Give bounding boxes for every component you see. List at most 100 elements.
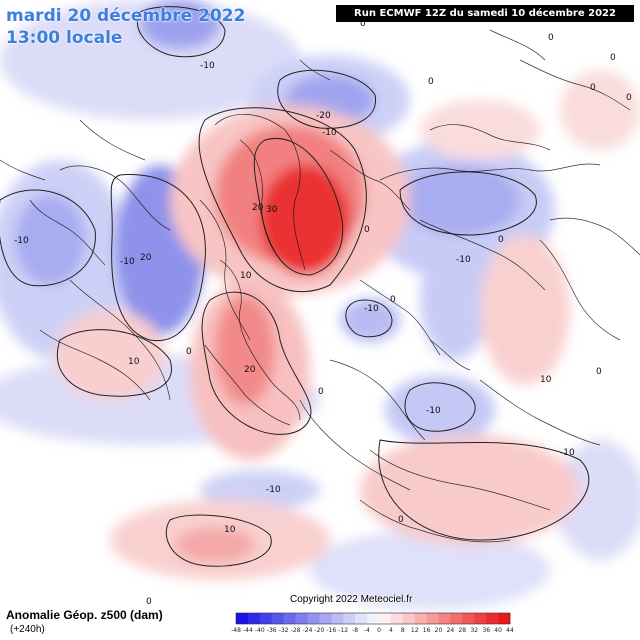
legend-swatch: [378, 613, 392, 624]
legend-tick-label: 32: [470, 627, 478, 634]
negative-anomaly-area: [555, 440, 640, 560]
legend-tick-label: -20: [314, 627, 324, 634]
contour-label: 20: [140, 253, 152, 263]
legend-colorbar: [235, 612, 511, 625]
negative-anomaly-core: [400, 165, 520, 235]
legend-tick-label: -40: [255, 627, 265, 634]
legend-tick-label: -44: [243, 627, 253, 634]
negative-anomaly-core: [15, 195, 85, 285]
legend-swatch: [247, 613, 261, 624]
legend-tick-label: 28: [458, 627, 466, 634]
contour-label: 0: [186, 347, 192, 357]
contour-label: 30: [266, 205, 278, 215]
positive-anomaly-core: [175, 527, 255, 563]
contour-label: 0: [390, 295, 396, 305]
legend-tick-label: 0: [377, 627, 381, 634]
legend-swatch: [390, 613, 404, 624]
legend-tick-label: -36: [267, 627, 277, 634]
contour-label: -10: [322, 128, 337, 138]
legend-swatch: [402, 613, 415, 624]
negative-anomaly-core: [140, 0, 220, 49]
contour-label: 0: [428, 77, 434, 87]
contour-label: 0: [590, 83, 596, 93]
contour-label: 0: [548, 33, 554, 43]
contour-label: 0: [360, 19, 366, 29]
negative-anomaly-area: [385, 375, 495, 445]
legend-tick-label: 24: [447, 627, 455, 634]
legend-swatch: [331, 613, 344, 624]
contour-label: -10: [266, 485, 281, 495]
legend-swatch: [474, 613, 487, 624]
contour-label: 10: [540, 375, 552, 385]
contour-label: 20: [252, 203, 264, 213]
legend-swatch: [319, 613, 332, 624]
legend-swatch: [236, 613, 249, 624]
contour-label: -10: [14, 236, 29, 246]
forecast-local-time: 13:00 locale: [6, 28, 123, 48]
contour-label: 0: [146, 597, 152, 607]
legend-tick-label: 12: [411, 627, 419, 634]
contour-label: -10: [200, 61, 215, 71]
legend-tick-labels: -48 -44 -40 -36 -32 -28 -24 -20 -16 -12 -8 -4 0 4 8 12 1…: [231, 627, 514, 634]
contour-label: 10: [128, 357, 140, 367]
legend-tick-label: 40: [494, 627, 502, 634]
contour-label: 0: [364, 225, 370, 235]
contour-label: 0: [318, 387, 324, 397]
positive-anomaly-core: [215, 295, 275, 405]
legend-frame: [235, 612, 511, 625]
contour-label: -20: [316, 111, 331, 121]
legend-swatch: [426, 613, 439, 624]
positive-anomaly-area: [560, 70, 640, 150]
legend-swatch: [414, 613, 427, 624]
contour-label: 10: [224, 525, 236, 535]
legend-swatch: [307, 613, 320, 624]
legend-swatch: [450, 613, 463, 624]
contour-label: 10: [240, 271, 252, 281]
legend-swatch: [462, 613, 475, 624]
copyright-text: Copyright 2022 Meteociel.fr: [290, 594, 413, 605]
legend-tick-label: -28: [291, 627, 301, 634]
legend-swatch: [438, 613, 451, 624]
product-title: Anomalie Géop. z500 (dam): [6, 608, 163, 622]
contour-label: -10: [120, 257, 135, 267]
legend-swatch: [283, 613, 296, 624]
legend-tick-label: -24: [303, 627, 313, 634]
positive-anomaly-area: [360, 435, 580, 545]
positive-anomaly-area: [420, 100, 540, 160]
contour-lines: [0, 6, 590, 567]
legend-swatch: [343, 613, 356, 624]
negative-anomaly-area: [340, 298, 400, 342]
contour-label: 20: [244, 365, 256, 375]
negative-anomaly-area: [310, 530, 550, 610]
contour-label: 0: [610, 53, 616, 63]
legend-swatch: [295, 613, 308, 624]
legend-swatch: [259, 613, 273, 624]
negative-anomaly-area: [200, 470, 320, 510]
legend-tick-label: 8: [401, 627, 405, 634]
contour-label: 0: [398, 515, 404, 525]
legend-tick-label: -32: [279, 627, 289, 634]
legend-tick-label: 44: [506, 627, 514, 634]
contour-label-group: -10 0 -20 -10 0 0 0 0 0 20 30 10 -10 20 …: [14, 19, 632, 607]
positive-anomaly-area: [480, 235, 570, 385]
legend-swatch: [355, 613, 368, 624]
legend-tick-label: -48: [231, 627, 241, 634]
contour-label: -10: [364, 304, 379, 314]
legend-tick-label: 36: [482, 627, 490, 634]
lead-time: (+240h): [10, 624, 45, 635]
contour-label: -10: [456, 255, 471, 265]
legend-tick-label: -4: [364, 627, 370, 634]
legend-tick-label: 20: [435, 627, 443, 634]
coastlines: [0, 29, 640, 543]
forecast-date: mardi 20 décembre 2022: [6, 6, 246, 26]
negative-anomaly-area: [420, 240, 490, 360]
contour-label: -10: [560, 448, 575, 458]
legend-tick-label: -8: [352, 627, 358, 634]
contour-label: 0: [626, 93, 632, 103]
legend-tick-label: 4: [389, 627, 393, 634]
contour-label: 0: [596, 367, 602, 377]
positive-anomaly-core: [260, 165, 350, 275]
legend-swatch: [486, 613, 499, 624]
anomaly-field: [0, 0, 640, 610]
